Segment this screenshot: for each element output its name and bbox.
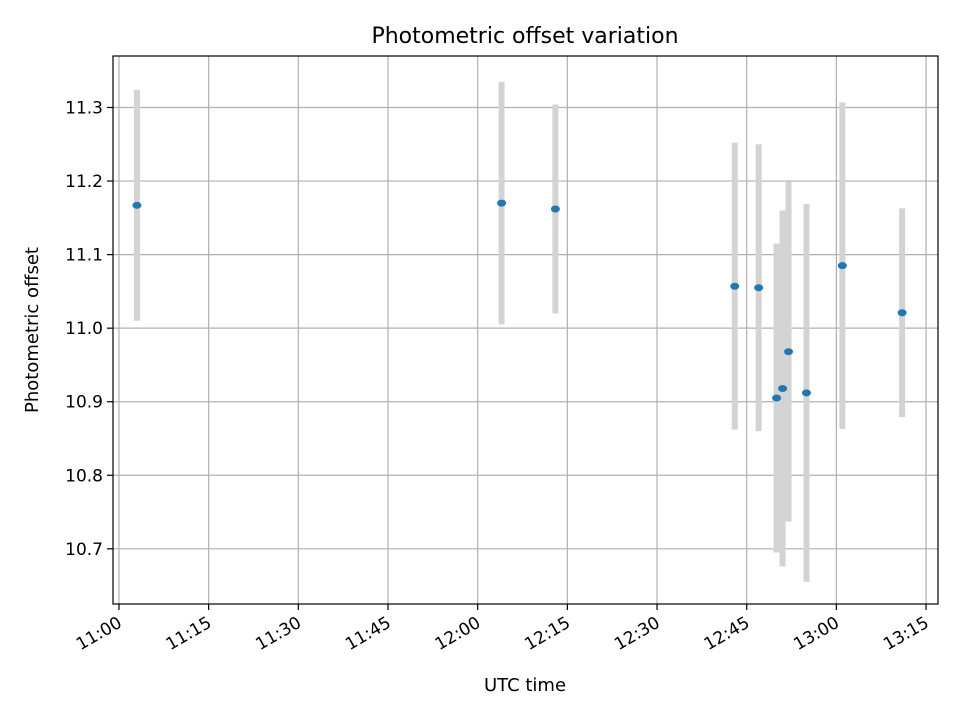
- x-tick-label: 11:00: [73, 613, 125, 655]
- y-axis-ticks: 10.7 10.8 10.9 11.0 11.1 11.2 11.3: [65, 98, 113, 560]
- x-tick-label: 12:15: [521, 613, 573, 655]
- data-point: [778, 384, 788, 392]
- y-tick-label: 11.0: [65, 319, 103, 339]
- data-point: [801, 389, 811, 397]
- x-tick-label: 12:00: [432, 613, 484, 655]
- error-bars: [133, 81, 906, 582]
- y-tick-label: 10.8: [65, 466, 103, 486]
- data-point: [837, 262, 847, 270]
- x-tick-label: 12:45: [701, 613, 753, 655]
- x-tick-label: 11:15: [163, 613, 215, 655]
- data-point: [784, 348, 794, 356]
- x-axis-ticks: 11:00 11:15 11:30 11:45 12:00 12:15 12:30 12:45…: [73, 604, 933, 655]
- data-point: [132, 201, 142, 209]
- x-tick-label: 13:15: [880, 613, 932, 655]
- x-tick-label: 11:45: [342, 613, 394, 655]
- y-tick-label: 11.1: [65, 246, 103, 266]
- x-tick-label: 11:30: [252, 613, 304, 655]
- plot-frame: [112, 55, 939, 605]
- data-point: [772, 394, 782, 402]
- y-tick-label: 11.3: [65, 98, 103, 118]
- x-tick-label: 13:00: [790, 613, 842, 655]
- y-tick-label: 10.9: [65, 393, 103, 413]
- data-point: [497, 199, 507, 207]
- x-tick-label: 12:30: [611, 613, 663, 655]
- grid-lines: [113, 56, 938, 604]
- data-point: [897, 309, 907, 317]
- data-point: [550, 205, 560, 213]
- x-axis-label: UTC time: [484, 675, 566, 696]
- data-points: [132, 199, 907, 402]
- data-point: [754, 284, 764, 292]
- y-axis-label: Photometric offset: [22, 247, 43, 413]
- chart-title: Photometric offset variation: [371, 24, 678, 49]
- y-tick-label: 10.7: [65, 540, 103, 560]
- y-tick-label: 11.2: [65, 172, 103, 192]
- data-point: [730, 282, 740, 290]
